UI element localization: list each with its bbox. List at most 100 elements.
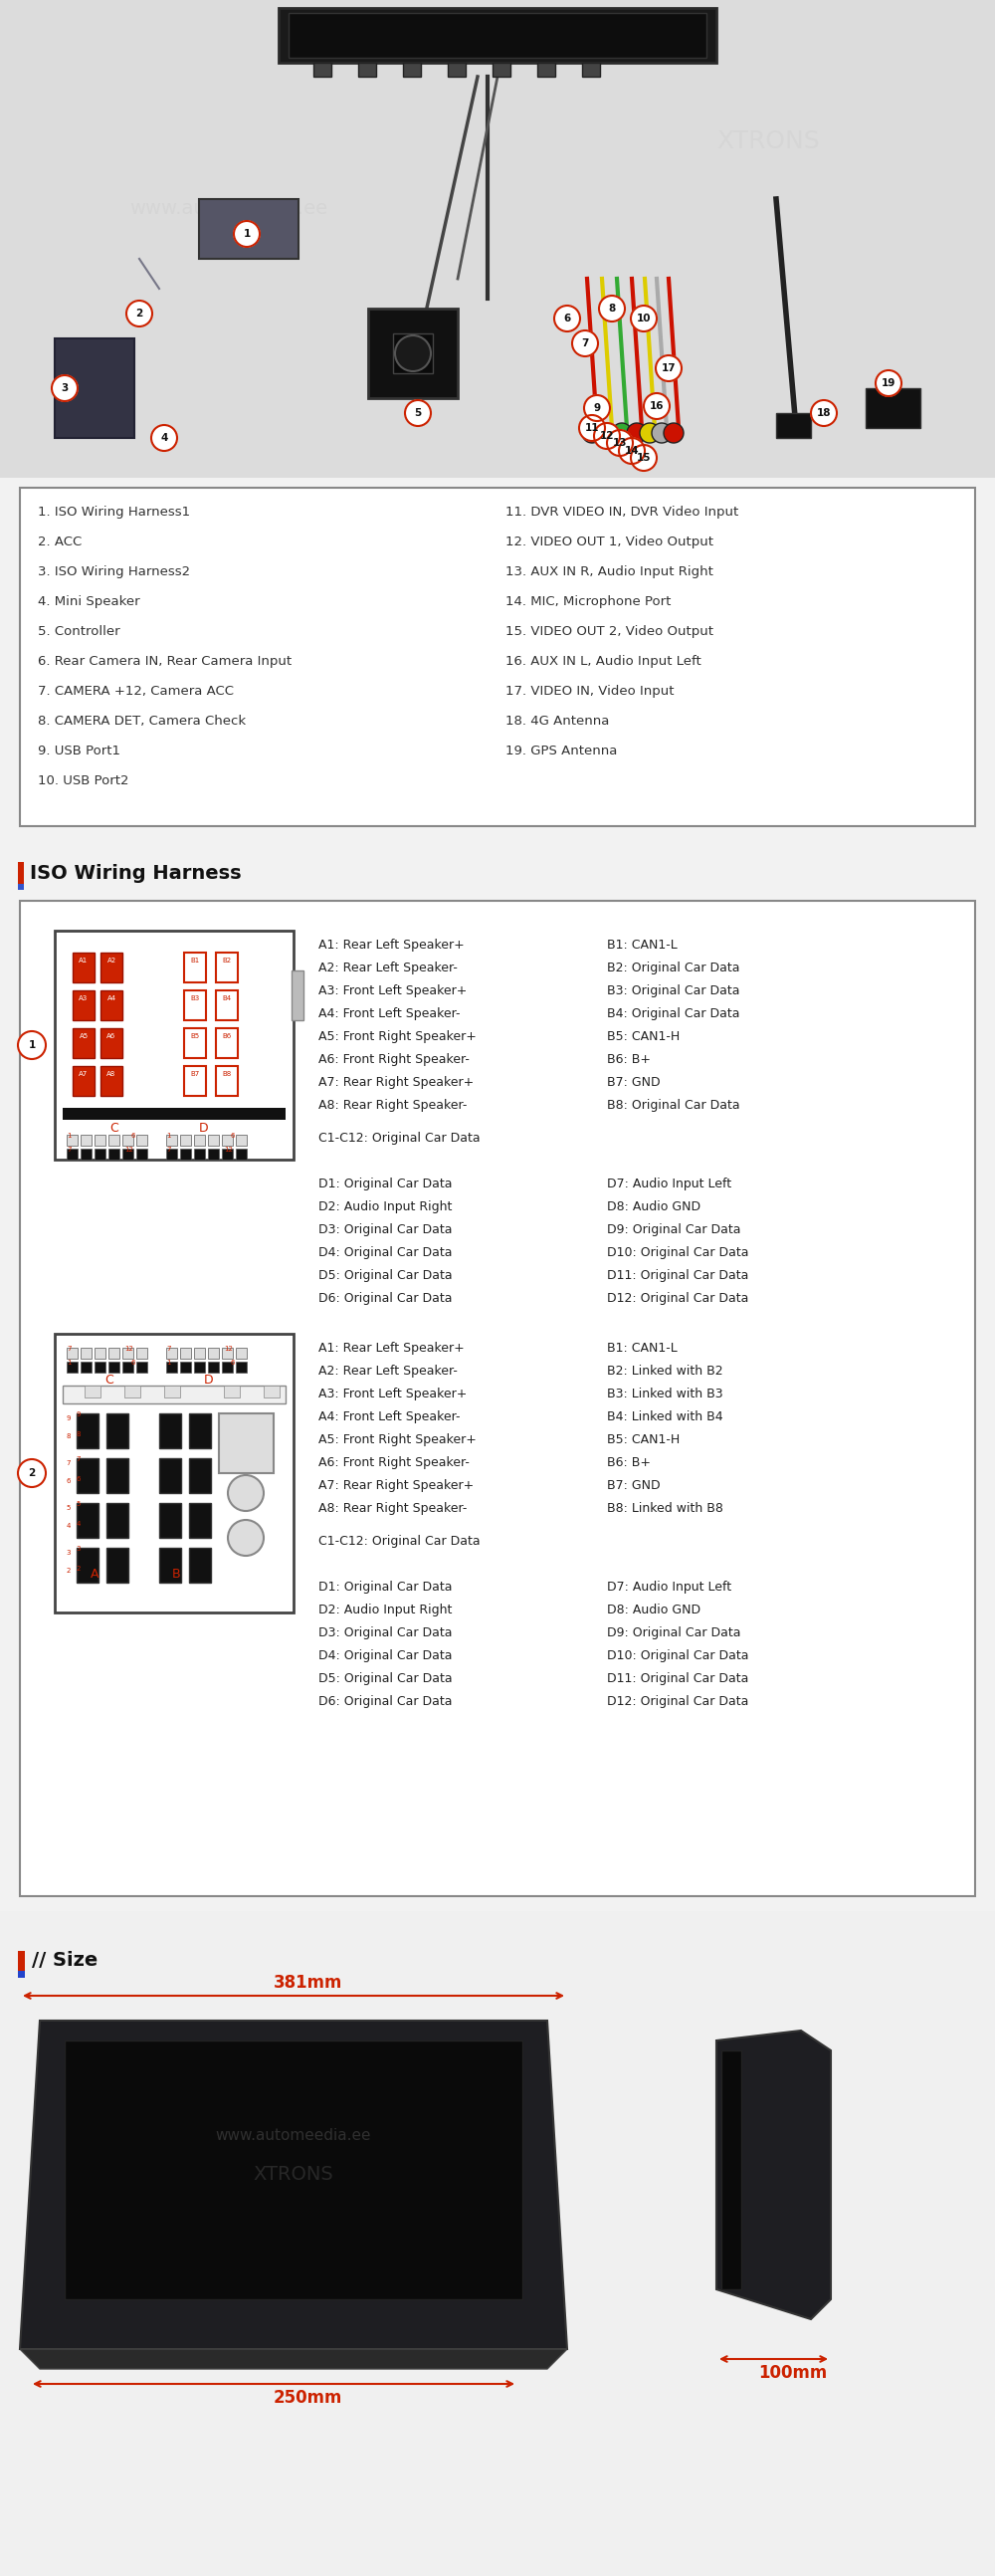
Bar — [108, 1347, 119, 1358]
Text: 10: 10 — [637, 314, 651, 325]
Text: C1-C12: Original Car Data: C1-C12: Original Car Data — [318, 1535, 481, 1548]
Text: A1: Rear Left Speaker+: A1: Rear Left Speaker+ — [318, 938, 465, 951]
Text: B3: Linked with B3: B3: Linked with B3 — [607, 1388, 723, 1401]
Text: A5: Front Right Speaker+: A5: Front Right Speaker+ — [318, 1432, 477, 1445]
Text: C: C — [110, 1121, 118, 1133]
Circle shape — [631, 307, 657, 332]
Text: B4: Original Car Data: B4: Original Car Data — [607, 1007, 740, 1020]
Bar — [136, 1149, 147, 1159]
Text: 4. Mini Speaker: 4. Mini Speaker — [38, 595, 140, 608]
Circle shape — [126, 301, 152, 327]
Text: A5: Front Right Speaker+: A5: Front Right Speaker+ — [318, 1030, 477, 1043]
Text: 6: 6 — [563, 314, 571, 325]
Text: A7: A7 — [79, 1072, 89, 1077]
Bar — [73, 1028, 95, 1059]
Bar — [166, 1133, 177, 1146]
Bar — [289, 13, 706, 57]
Text: A6: Front Right Speaker-: A6: Front Right Speaker- — [318, 1054, 470, 1066]
Text: D8: Audio GND: D8: Audio GND — [607, 1602, 700, 1618]
Text: A4: Front Left Speaker-: A4: Front Left Speaker- — [318, 1007, 460, 1020]
Text: B: B — [172, 1569, 180, 1582]
Circle shape — [579, 415, 605, 440]
Bar — [122, 1363, 133, 1373]
Bar — [18, 1971, 25, 1978]
Bar — [216, 1066, 238, 1095]
Bar — [136, 1133, 147, 1146]
Text: B5: B5 — [190, 1033, 200, 1038]
Bar — [222, 1133, 233, 1146]
Text: 12: 12 — [124, 1146, 133, 1151]
Text: XTRONS: XTRONS — [254, 2166, 333, 2184]
Bar — [180, 1347, 191, 1358]
Bar — [264, 1386, 280, 1399]
Text: A4: Front Left Speaker-: A4: Front Left Speaker- — [318, 1412, 460, 1425]
Bar — [18, 863, 24, 884]
Bar — [20, 902, 975, 1896]
Bar — [216, 1028, 238, 1059]
Text: D7: Audio Input Left: D7: Audio Input Left — [607, 1582, 731, 1595]
Bar — [393, 332, 433, 374]
Bar — [81, 1133, 92, 1146]
Text: 2: 2 — [77, 1566, 81, 1571]
Circle shape — [228, 1520, 264, 1556]
Bar — [184, 953, 206, 981]
Text: C: C — [105, 1373, 113, 1386]
Text: 9: 9 — [66, 1414, 71, 1422]
Bar — [100, 1028, 122, 1059]
Text: 4: 4 — [77, 1520, 81, 1528]
Text: A7: Rear Right Speaker+: A7: Rear Right Speaker+ — [318, 1077, 474, 1090]
Bar — [866, 389, 920, 428]
Bar — [55, 1334, 294, 1613]
Text: A3: Front Left Speaker+: A3: Front Left Speaker+ — [318, 1388, 467, 1401]
Text: B8: B8 — [222, 1072, 232, 1077]
Bar — [159, 1502, 181, 1538]
Bar — [85, 1386, 100, 1399]
Text: 10. USB Port2: 10. USB Port2 — [38, 775, 129, 788]
Text: D3: Original Car Data: D3: Original Car Data — [318, 1625, 452, 1638]
Bar — [108, 1149, 119, 1159]
Bar — [236, 1347, 247, 1358]
Text: 6: 6 — [231, 1360, 236, 1365]
Text: 3: 3 — [77, 1546, 81, 1551]
Text: 7. CAMERA +12, Camera ACC: 7. CAMERA +12, Camera ACC — [38, 685, 234, 698]
Bar — [236, 1149, 247, 1159]
Text: 7: 7 — [67, 1345, 72, 1352]
Text: www.automeedia.ee: www.automeedia.ee — [129, 198, 327, 219]
Text: 6: 6 — [66, 1479, 71, 1484]
Text: 15. VIDEO OUT 2, Video Output: 15. VIDEO OUT 2, Video Output — [505, 626, 713, 639]
Bar — [55, 930, 294, 1159]
Text: B6: B6 — [222, 1033, 232, 1038]
Text: B7: GND: B7: GND — [607, 1077, 661, 1090]
Text: // Size: // Size — [32, 1950, 98, 1971]
Bar — [189, 1502, 211, 1538]
Text: D10: Original Car Data: D10: Original Car Data — [607, 1247, 749, 1260]
Bar — [106, 1548, 128, 1582]
Text: 19: 19 — [882, 379, 896, 389]
Bar — [77, 1458, 99, 1494]
Bar — [95, 1363, 105, 1373]
Text: B1: CAN1-L: B1: CAN1-L — [607, 1342, 678, 1355]
Circle shape — [151, 425, 177, 451]
Bar — [313, 62, 331, 77]
Circle shape — [572, 330, 598, 355]
Bar — [63, 1108, 286, 1121]
Bar — [136, 1347, 147, 1358]
Bar — [216, 989, 238, 1020]
Circle shape — [607, 430, 633, 456]
Polygon shape — [20, 2020, 567, 2349]
Text: D6: Original Car Data: D6: Original Car Data — [318, 1695, 452, 1708]
Text: 6: 6 — [231, 1133, 236, 1139]
Bar — [180, 1363, 191, 1373]
Bar — [189, 1548, 211, 1582]
Bar — [106, 1414, 128, 1448]
Bar — [81, 1149, 92, 1159]
Bar — [122, 1133, 133, 1146]
Text: D7: Audio Input Left: D7: Audio Input Left — [607, 1177, 731, 1190]
Text: 16: 16 — [650, 402, 664, 412]
Bar — [0, 1911, 995, 2576]
Text: 1: 1 — [166, 1133, 171, 1139]
Bar — [184, 1028, 206, 1059]
Text: 3: 3 — [61, 384, 69, 394]
Circle shape — [599, 296, 625, 322]
Text: 1: 1 — [67, 1360, 72, 1365]
